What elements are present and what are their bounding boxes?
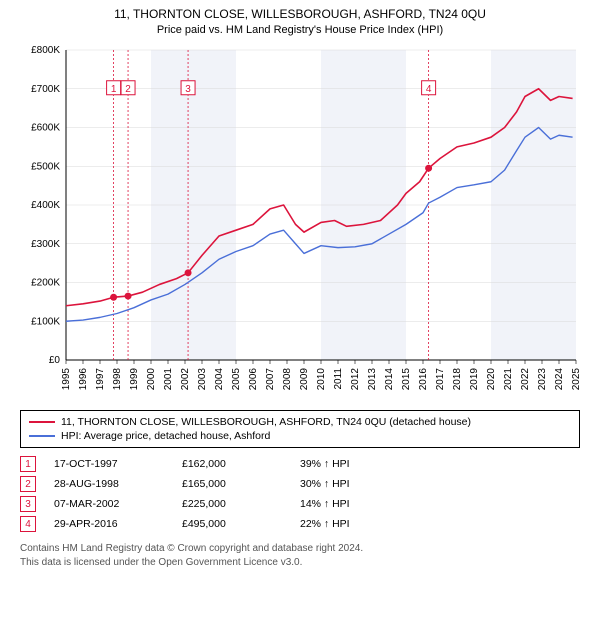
svg-text:2019: 2019: [469, 368, 480, 391]
svg-text:2018: 2018: [452, 368, 463, 391]
legend-label: HPI: Average price, detached house, Ashf…: [61, 430, 270, 442]
svg-text:2000: 2000: [146, 368, 157, 391]
sale-marker-num: 1: [20, 456, 36, 472]
svg-text:1999: 1999: [129, 368, 140, 391]
sale-hpi: 14% ↑ HPI: [300, 498, 400, 510]
svg-text:2009: 2009: [299, 368, 310, 391]
sales-table: 1 17-OCT-1997 £162,000 39% ↑ HPI 2 28-AUG-199…: [20, 454, 580, 534]
legend-label: 11, THORNTON CLOSE, WILLESBOROUGH, ASHFO…: [61, 416, 471, 428]
svg-text:£200K: £200K: [31, 278, 60, 289]
svg-text:2010: 2010: [316, 368, 327, 391]
sale-date: 29-APR-2016: [54, 518, 164, 530]
svg-text:£300K: £300K: [31, 239, 60, 250]
svg-text:1997: 1997: [95, 368, 106, 391]
sale-price: £225,000: [182, 498, 282, 510]
sale-hpi: 39% ↑ HPI: [300, 458, 400, 470]
sale-marker-num: 4: [20, 516, 36, 532]
sale-price: £162,000: [182, 458, 282, 470]
svg-text:1995: 1995: [61, 368, 72, 391]
svg-text:2014: 2014: [384, 368, 395, 391]
svg-text:2021: 2021: [503, 368, 514, 391]
svg-text:2016: 2016: [418, 368, 429, 391]
svg-text:4: 4: [426, 84, 432, 95]
svg-text:2003: 2003: [197, 368, 208, 391]
footer-line: This data is licensed under the Open Gov…: [20, 556, 580, 570]
svg-text:£100K: £100K: [31, 316, 60, 327]
svg-text:2013: 2013: [367, 368, 378, 391]
page-title: 11, THORNTON CLOSE, WILLESBOROUGH, ASHFO…: [0, 0, 600, 22]
svg-text:2012: 2012: [350, 368, 361, 391]
svg-text:£800K: £800K: [31, 45, 60, 56]
sale-row: 4 29-APR-2016 £495,000 22% ↑ HPI: [20, 514, 580, 534]
svg-text:1998: 1998: [112, 368, 123, 391]
legend: 11, THORNTON CLOSE, WILLESBOROUGH, ASHFO…: [20, 410, 580, 448]
sale-hpi: 22% ↑ HPI: [300, 518, 400, 530]
svg-text:2011: 2011: [333, 368, 344, 390]
svg-text:£700K: £700K: [31, 84, 60, 95]
sale-date: 07-MAR-2002: [54, 498, 164, 510]
sale-date: 28-AUG-1998: [54, 478, 164, 490]
svg-text:2: 2: [125, 84, 131, 95]
sale-marker-num: 3: [20, 496, 36, 512]
svg-text:2002: 2002: [180, 368, 191, 391]
svg-text:1996: 1996: [78, 368, 89, 391]
sale-row: 3 07-MAR-2002 £225,000 14% ↑ HPI: [20, 494, 580, 514]
svg-text:£0: £0: [49, 355, 61, 366]
svg-text:2008: 2008: [282, 368, 293, 391]
svg-text:2004: 2004: [214, 368, 225, 391]
svg-text:2020: 2020: [486, 368, 497, 391]
svg-text:2025: 2025: [571, 368, 582, 391]
footer: Contains HM Land Registry data © Crown c…: [20, 542, 580, 569]
sale-marker-num: 2: [20, 476, 36, 492]
svg-text:2006: 2006: [248, 368, 259, 391]
svg-text:2017: 2017: [435, 368, 446, 391]
price-chart: £0 £100K £200K £300K £400K £500K £600K £700K £80…: [16, 40, 584, 400]
legend-row: HPI: Average price, detached house, Ashf…: [29, 429, 571, 443]
svg-text:£400K: £400K: [31, 200, 60, 211]
svg-text:£500K: £500K: [31, 161, 60, 172]
svg-text:£600K: £600K: [31, 123, 60, 134]
page-subtitle: Price paid vs. HM Land Registry's House …: [0, 22, 600, 40]
sale-row: 1 17-OCT-1997 £162,000 39% ↑ HPI: [20, 454, 580, 474]
svg-text:2023: 2023: [537, 368, 548, 391]
svg-text:2005: 2005: [231, 368, 242, 391]
svg-text:3: 3: [185, 84, 191, 95]
legend-swatch: [29, 421, 55, 423]
sale-date: 17-OCT-1997: [54, 458, 164, 470]
svg-text:1: 1: [111, 84, 117, 95]
svg-text:2022: 2022: [520, 368, 531, 391]
svg-text:2007: 2007: [265, 368, 276, 391]
svg-text:2001: 2001: [163, 368, 174, 391]
svg-text:2015: 2015: [401, 368, 412, 391]
footer-line: Contains HM Land Registry data © Crown c…: [20, 542, 580, 556]
sale-row: 2 28-AUG-1998 £165,000 30% ↑ HPI: [20, 474, 580, 494]
sale-price: £165,000: [182, 478, 282, 490]
sale-price: £495,000: [182, 518, 282, 530]
svg-text:2024: 2024: [554, 368, 565, 391]
legend-row: 11, THORNTON CLOSE, WILLESBOROUGH, ASHFO…: [29, 415, 571, 429]
legend-swatch: [29, 435, 55, 437]
sale-hpi: 30% ↑ HPI: [300, 478, 400, 490]
